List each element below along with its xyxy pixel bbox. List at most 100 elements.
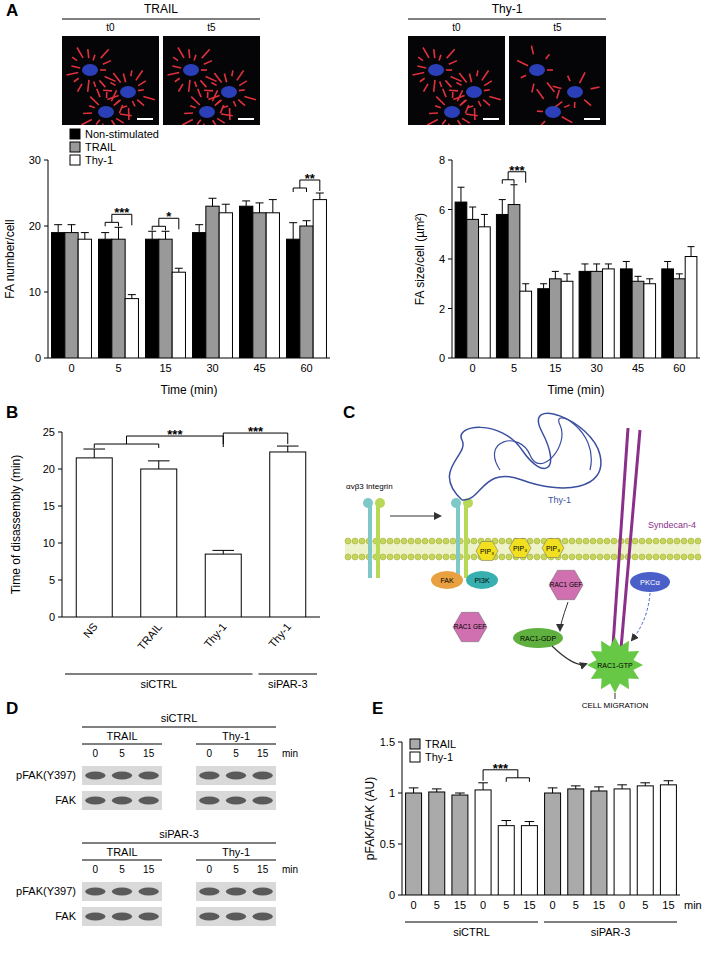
bar [99, 239, 112, 358]
membrane-lipid [639, 554, 645, 560]
error-cap [457, 187, 464, 188]
error-cap [409, 787, 419, 788]
adhesion [546, 54, 550, 59]
error-line [514, 185, 515, 205]
integrin-beta [376, 506, 380, 578]
legend-swatch [410, 739, 420, 749]
legend-swatch [70, 129, 80, 139]
integrin-head [451, 498, 461, 508]
y-tick-label: 0.5 [380, 838, 395, 850]
bar [520, 291, 532, 358]
bracket-line [131, 214, 132, 225]
adhesion [420, 78, 425, 82]
nucleus [428, 64, 444, 76]
blot-bg [196, 882, 276, 901]
error-cap [128, 294, 136, 295]
error-bar [501, 821, 511, 826]
error-bar [499, 200, 506, 215]
treatment-label: TRAIL [106, 846, 137, 858]
error-cap [676, 273, 683, 274]
y-axis [48, 160, 49, 358]
x-tick-label: 45 [253, 362, 265, 374]
adhesion [200, 80, 206, 87]
error-cap [148, 231, 156, 232]
adhesion [188, 49, 191, 58]
error-cap [316, 193, 324, 194]
error-bar [101, 233, 109, 240]
blot-band [199, 772, 219, 780]
adhesion [206, 77, 217, 82]
error-cap [664, 261, 671, 262]
blot-band [253, 772, 273, 780]
y-tick [448, 259, 452, 260]
error-line [472, 207, 473, 219]
adhesion [562, 117, 573, 123]
y-tick [58, 469, 62, 470]
error-line [596, 264, 597, 271]
error-bar [623, 261, 630, 268]
error-bar [676, 274, 683, 279]
error-line [506, 821, 507, 826]
bar [172, 272, 185, 358]
error-cap [501, 820, 511, 821]
bar [603, 269, 615, 358]
integrin-head [375, 498, 385, 508]
error-bar [209, 198, 217, 206]
adhesion [553, 86, 562, 88]
x-tick-label: 15 [454, 899, 466, 911]
rac1-gef-shape [453, 612, 487, 641]
membrane-lipid [443, 554, 449, 560]
membrane-lipid [695, 554, 701, 560]
error-cap [175, 268, 183, 269]
blot-strip [82, 907, 162, 926]
nucleus [221, 86, 237, 98]
y-axis [62, 432, 63, 617]
membrane-lipid [681, 538, 687, 544]
adhesion [78, 84, 82, 92]
error-line [622, 785, 623, 789]
adhesion [220, 105, 223, 113]
bars [406, 781, 677, 895]
pip3-shape [542, 539, 564, 558]
adhesion [239, 81, 247, 86]
title-rule [408, 19, 606, 20]
error-bar [175, 268, 183, 272]
membrane-lipid [499, 554, 505, 560]
error-cap [593, 263, 600, 264]
error-line [306, 221, 307, 226]
bar [637, 786, 653, 895]
error-cap [605, 263, 612, 264]
adhesion [201, 69, 207, 71]
lane-label: 15 [257, 864, 269, 875]
adhesion [132, 101, 135, 106]
error-cap [68, 224, 76, 225]
adhesion [194, 55, 196, 61]
blot-band [199, 888, 219, 896]
blot-strip [82, 791, 162, 810]
error-line [460, 187, 461, 202]
bar [545, 793, 561, 895]
error-cap [277, 446, 299, 447]
y-tick-label: 10 [29, 286, 41, 298]
error-bar [409, 788, 419, 793]
bracket-line [178, 218, 179, 229]
x-tick-label: 30 [591, 362, 603, 374]
membrane-lipid [506, 538, 512, 544]
x-tick-label: 15 [549, 362, 561, 374]
error-bar [148, 231, 156, 239]
group-label: siCTRL [140, 678, 177, 690]
x-axis-label: Time (min) [548, 383, 605, 397]
x-tick-label: 30 [206, 362, 218, 374]
error-cap [646, 278, 653, 279]
error-line [525, 284, 526, 291]
membrane-lipid [422, 554, 428, 560]
blot-band [85, 888, 105, 896]
adhesion [103, 89, 112, 91]
bar [549, 279, 561, 358]
error-bar [54, 225, 62, 233]
y-tick-label: 20 [43, 463, 55, 475]
bar [52, 233, 65, 358]
blot-band [139, 888, 159, 896]
error-cap [594, 786, 604, 787]
error-line [118, 227, 119, 239]
